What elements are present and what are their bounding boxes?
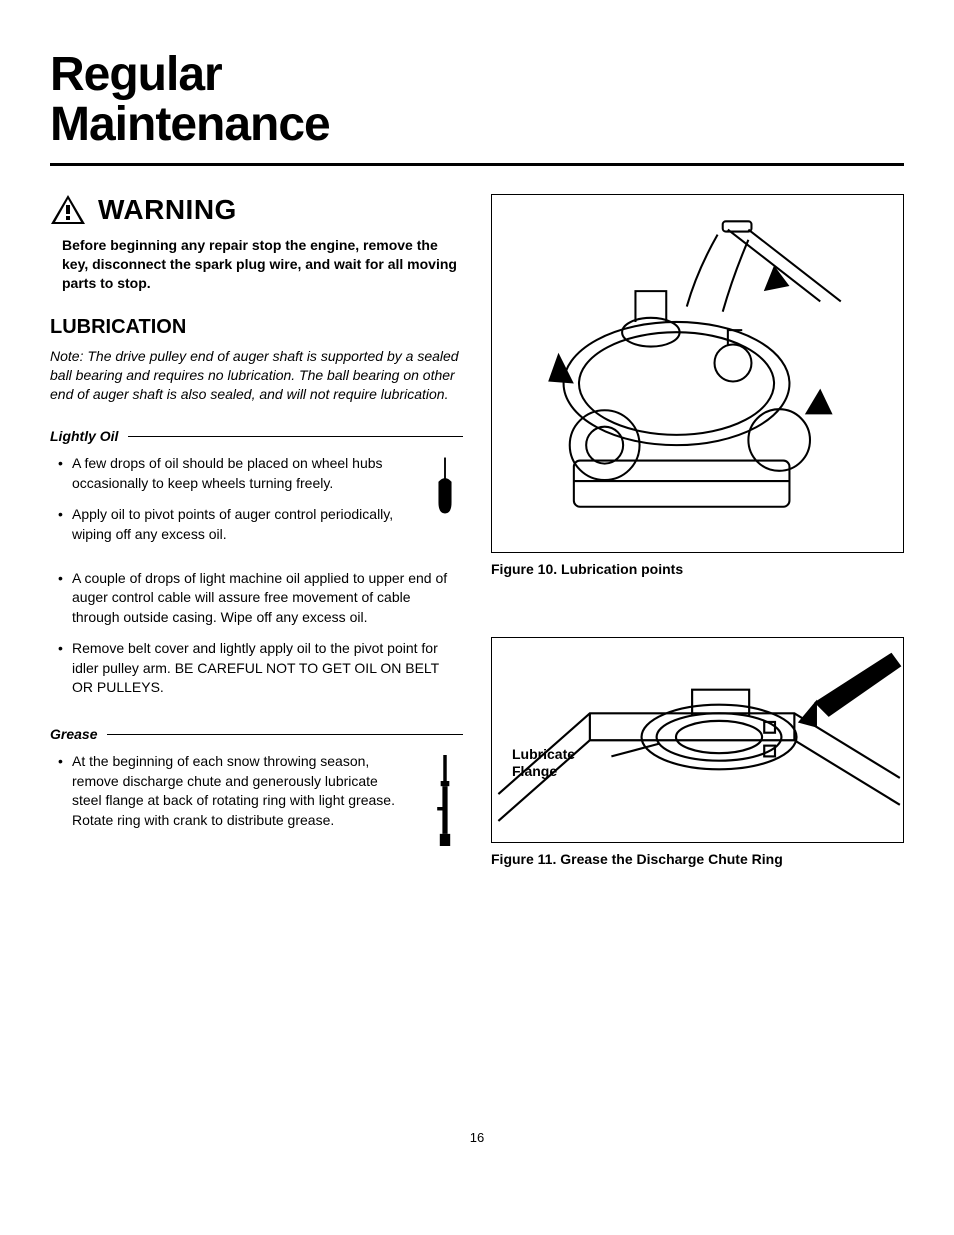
warning-body-text: Before beginning any repair stop the eng… bbox=[50, 236, 463, 293]
page-number: 16 bbox=[50, 1130, 904, 1145]
grease-gun-icon bbox=[427, 752, 463, 862]
callout-line-2: Flange bbox=[512, 763, 557, 779]
lightly-oil-list-top: A few drops of oil should be placed on w… bbox=[50, 454, 417, 556]
list-item: Remove belt cover and lightly apply oil … bbox=[72, 639, 463, 698]
lightly-oil-list-bottom: A couple of drops of light machine oil a… bbox=[50, 569, 463, 699]
figure-10-caption: Figure 10. Lubrication points bbox=[491, 561, 904, 577]
snowthrower-line-art-icon bbox=[508, 209, 886, 538]
lightly-oil-rule bbox=[128, 436, 463, 437]
right-column: Figure 10. Lubrication points bbox=[491, 194, 904, 871]
figure-11-box: Lubricate Flange bbox=[491, 637, 904, 844]
lightly-oil-block: A few drops of oil should be placed on w… bbox=[50, 454, 463, 584]
callout-line-1: Lubricate bbox=[512, 746, 575, 762]
title-line-2: Maintenance bbox=[50, 98, 330, 151]
figure-10-box bbox=[491, 194, 904, 553]
list-item: A couple of drops of light machine oil a… bbox=[72, 569, 463, 628]
lubrication-note: Note: The drive pulley end of auger shaf… bbox=[50, 347, 463, 404]
list-item: Apply oil to pivot points of auger contr… bbox=[72, 505, 417, 544]
grease-block: At the beginning of each snow throwing s… bbox=[50, 752, 463, 870]
list-item: At the beginning of each snow throwing s… bbox=[72, 752, 417, 830]
warning-header: WARNING bbox=[50, 194, 463, 226]
warning-triangle-icon bbox=[50, 194, 86, 226]
two-column-layout: WARNING Before beginning any repair stop… bbox=[50, 194, 904, 871]
lightly-oil-label: Lightly Oil bbox=[50, 428, 118, 444]
oil-can-icon bbox=[427, 454, 463, 532]
chute-ring-line-art-icon bbox=[492, 638, 903, 843]
warning-heading: WARNING bbox=[98, 194, 237, 226]
grease-list: At the beginning of each snow throwing s… bbox=[50, 752, 417, 842]
title-line-1: Regular bbox=[50, 48, 222, 101]
grease-rule bbox=[107, 734, 463, 735]
list-item: A few drops of oil should be placed on w… bbox=[72, 454, 417, 493]
lightly-oil-subhead: Lightly Oil bbox=[50, 428, 463, 444]
page-title: Regular Maintenance bbox=[50, 50, 904, 151]
grease-subhead: Grease bbox=[50, 726, 463, 742]
grease-label: Grease bbox=[50, 726, 97, 742]
figure-11-caption: Figure 11. Grease the Discharge Chute Ri… bbox=[491, 851, 904, 867]
left-column: WARNING Before beginning any repair stop… bbox=[50, 194, 463, 871]
lubrication-heading: LUBRICATION bbox=[50, 316, 463, 339]
title-rule bbox=[50, 163, 904, 166]
figure-11-callout: Lubricate Flange bbox=[512, 746, 575, 780]
